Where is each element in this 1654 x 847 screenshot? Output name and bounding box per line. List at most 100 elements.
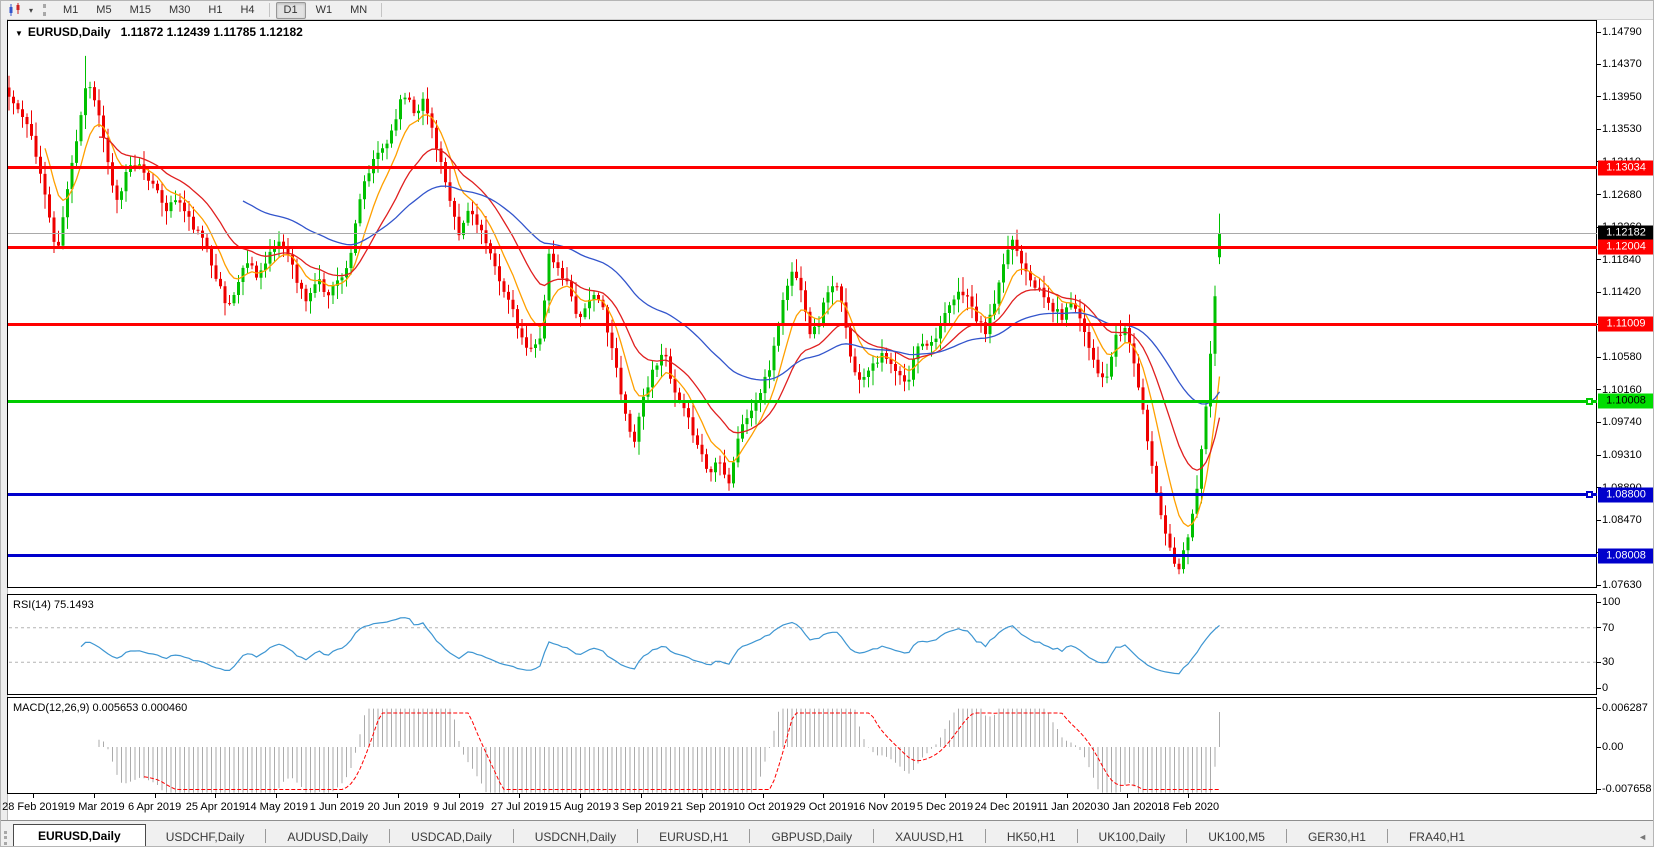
- tab-separator: [1386, 829, 1388, 843]
- tabbar-grip[interactable]: [4, 831, 7, 845]
- tab-separator: [637, 829, 639, 843]
- date-tick: [1066, 794, 1068, 798]
- price-axis-label: 1.14790: [1602, 26, 1642, 38]
- macd-axis-label: -0.007658: [1602, 783, 1652, 795]
- timeframe-button-M15[interactable]: M15: [129, 3, 151, 16]
- timeframe-button-M1[interactable]: M1: [63, 3, 79, 16]
- price-tick: [1597, 421, 1601, 423]
- date-label: 20 Jun 2019: [367, 801, 429, 813]
- main-price-pane[interactable]: [7, 20, 1597, 588]
- chart-type-icon[interactable]: [5, 2, 25, 18]
- date-label: 9 Jul 2019: [433, 801, 484, 813]
- rsi-series: [9, 617, 1596, 675]
- chart-tab-usdcnh-daily[interactable]: USDCNH,Daily: [534, 830, 617, 844]
- price-axis-label: 1.09310: [1602, 449, 1642, 462]
- candlestick-glyph: [9, 3, 20, 16]
- date-tick: [701, 794, 703, 798]
- date-tick: [884, 794, 886, 798]
- chart-tabs: EURUSD,Daily USDCHF,Daily AUDUSD,Daily USDC…: [13, 821, 1485, 846]
- date-label: 14 May 2019: [244, 801, 308, 813]
- price-axis-label: 1.11840: [1602, 253, 1641, 266]
- hline-1-10008[interactable]: [8, 399, 1597, 403]
- macd-tick: [1597, 707, 1601, 709]
- chart-tab-usdchf-daily[interactable]: USDCHF,Daily: [165, 830, 245, 844]
- hline-1-12182[interactable]: [8, 232, 1597, 234]
- hline-1-13034[interactable]: [8, 166, 1597, 170]
- chart-tab-audusd-daily[interactable]: AUDUSD,Daily: [287, 830, 369, 844]
- price-badge-1-12182: 1.12182: [1598, 225, 1653, 241]
- chart-tab-ger30-h1[interactable]: GER30,H1: [1307, 830, 1366, 844]
- date-label: 30 Jan 2020: [1097, 801, 1158, 813]
- line-handle[interactable]: [1586, 397, 1593, 405]
- chart-tab-bar: EURUSD,Daily USDCHF,Daily AUDUSD,Daily USDC…: [1, 820, 1653, 846]
- timeframe-button-M5[interactable]: M5: [96, 3, 112, 16]
- price-axis-label: 1.09740: [1602, 416, 1642, 429]
- price-tick: [1597, 31, 1601, 33]
- date-tick: [276, 794, 278, 798]
- chart-tab-eurusd-h1[interactable]: EURUSD,H1: [659, 830, 729, 844]
- collapse-triangle-icon[interactable]: ▼: [15, 29, 23, 38]
- hline-1-11009[interactable]: [8, 322, 1597, 326]
- date-label: 25 Apr 2019: [185, 801, 246, 813]
- price-axis-label: 1.07630: [1602, 579, 1642, 591]
- toolbar-grip[interactable]: [43, 4, 46, 16]
- tab-separator: [749, 829, 751, 843]
- tab-scroll-left-icon[interactable]: ◄: [1638, 832, 1647, 842]
- hline-1-08800[interactable]: [8, 493, 1597, 497]
- date-tick: [823, 794, 825, 798]
- date-label: 19 Mar 2019: [62, 801, 125, 813]
- chart-tab-eurusd-daily[interactable]: EURUSD,Daily: [13, 824, 146, 846]
- price-badge-1-08008: 1.08008: [1598, 548, 1653, 564]
- timeframe-button-H1[interactable]: H1: [208, 3, 223, 16]
- date-tick: [154, 794, 156, 798]
- date-tick: [458, 794, 460, 798]
- timeframe-button-H4[interactable]: H4: [240, 3, 255, 16]
- price-tick: [1597, 356, 1601, 358]
- date-label: 28 Feb 2019: [2, 801, 64, 813]
- price-axis-label: 1.10580: [1602, 351, 1642, 364]
- price-tick: [1597, 519, 1601, 521]
- rsi-axis-label: 0: [1602, 682, 1609, 694]
- price-tick: [1597, 96, 1601, 98]
- chart-tab-xauusd-h1[interactable]: XAUUSD,H1: [895, 830, 964, 844]
- chart-tab-uk100-daily[interactable]: UK100,Daily: [1098, 830, 1166, 844]
- macd-label: MACD(12,26,9) 0.005653 0.000460: [13, 702, 188, 714]
- chart-tab-uk100-m5[interactable]: UK100,M5: [1208, 830, 1265, 844]
- price-tick: [1597, 63, 1601, 65]
- hline-1-12004[interactable]: [8, 245, 1597, 249]
- date-label: 11 Jan 2020: [1036, 801, 1097, 813]
- tab-separator: [389, 829, 391, 843]
- rsi-tick: [1597, 687, 1601, 689]
- date-tick: [33, 794, 34, 798]
- rsi-axis-label: 100: [1602, 596, 1621, 608]
- tab-separator: [1186, 829, 1188, 843]
- timeframe-button-M30[interactable]: M30: [168, 3, 191, 16]
- date-tick: [215, 794, 217, 798]
- date-label: 21 Sep 2019: [670, 801, 733, 813]
- chart-tab-usdcad-daily[interactable]: USDCAD,Daily: [411, 830, 492, 844]
- price-axis-label: 1.13950: [1602, 90, 1642, 103]
- macd-series: [98, 708, 1220, 793]
- chart-tab-gbpusd-daily[interactable]: GBPUSD,Daily: [771, 830, 853, 844]
- dropdown-caret-icon[interactable]: ▾: [28, 5, 33, 15]
- tab-separator: [1285, 829, 1287, 843]
- date-label: 29 Oct 2019: [793, 801, 854, 813]
- macd-tick: [1597, 788, 1601, 790]
- date-tick: [762, 794, 764, 798]
- tab-separator: [265, 829, 267, 843]
- macd-axis-label: 0.006287: [1602, 702, 1648, 715]
- date-label: 27 Jul 2019: [490, 801, 548, 813]
- hline-1-08008[interactable]: [8, 554, 1597, 558]
- timeframe-button-W1[interactable]: W1: [315, 3, 333, 16]
- line-handle[interactable]: [1586, 491, 1593, 499]
- price-badge-1-12004: 1.12004: [1598, 239, 1653, 255]
- chart-tab-hk50-h1[interactable]: HK50,H1: [1006, 830, 1056, 844]
- price-badge-1-13034: 1.13034: [1598, 160, 1653, 176]
- chart-tab-fra40-h1[interactable]: FRA40,H1: [1408, 830, 1465, 844]
- timeframe-button-D1[interactable]: D1: [275, 1, 306, 19]
- rsi-pane[interactable]: [7, 594, 1597, 695]
- macd-pane[interactable]: [7, 697, 1597, 794]
- timeframe-button-MN[interactable]: MN: [350, 3, 368, 16]
- price-tick: [1597, 389, 1601, 391]
